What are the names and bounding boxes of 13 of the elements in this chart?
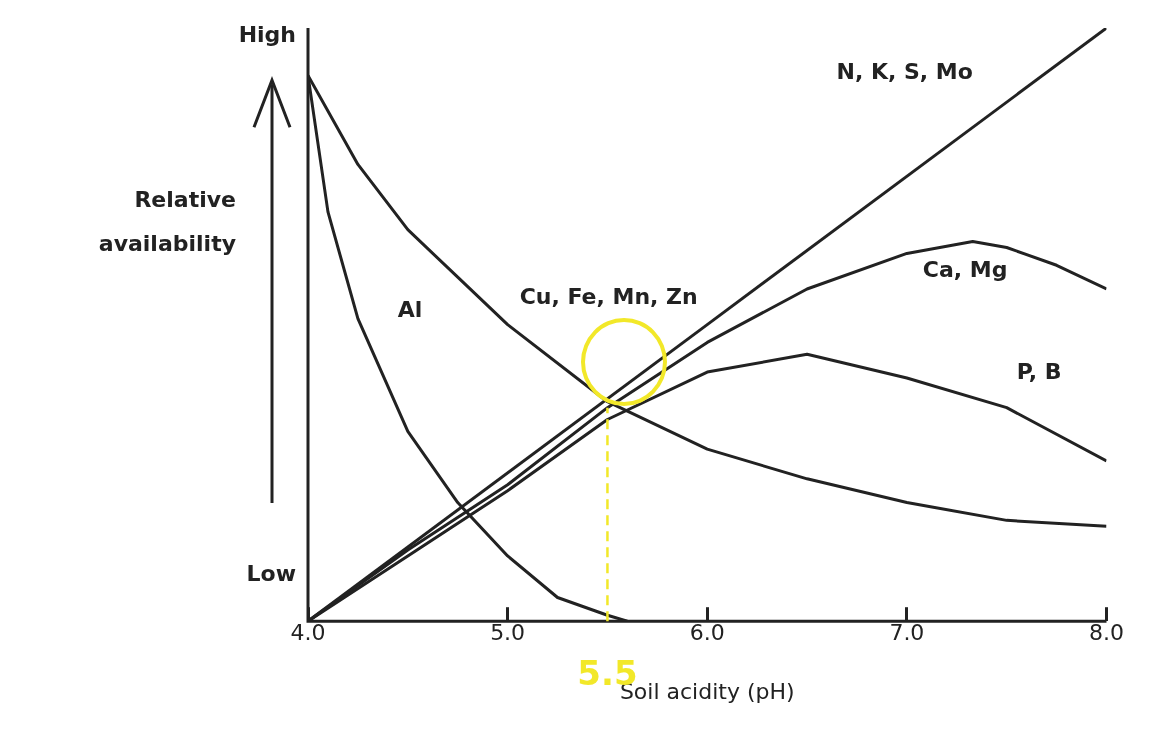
x-tick-label: 6.0 (689, 620, 725, 646)
x-tick-label: 4.0 (290, 620, 326, 646)
series-label: P, B (1016, 359, 1062, 385)
series-label: Cu, Fe, Mn, Zn (519, 284, 698, 310)
series-label: Ca, Mg (922, 257, 1008, 283)
series-label: N, K, S, Mo (836, 58, 973, 84)
series-label: Al (397, 297, 423, 323)
y-axis-title: Relative availability (98, 187, 236, 257)
x-tick-label: 8.0 (1089, 620, 1125, 646)
text: Low (246, 560, 296, 586)
x-tick-label: 5.0 (490, 620, 526, 646)
x-tick-label: 7.0 (889, 620, 925, 646)
text: High (238, 21, 296, 47)
